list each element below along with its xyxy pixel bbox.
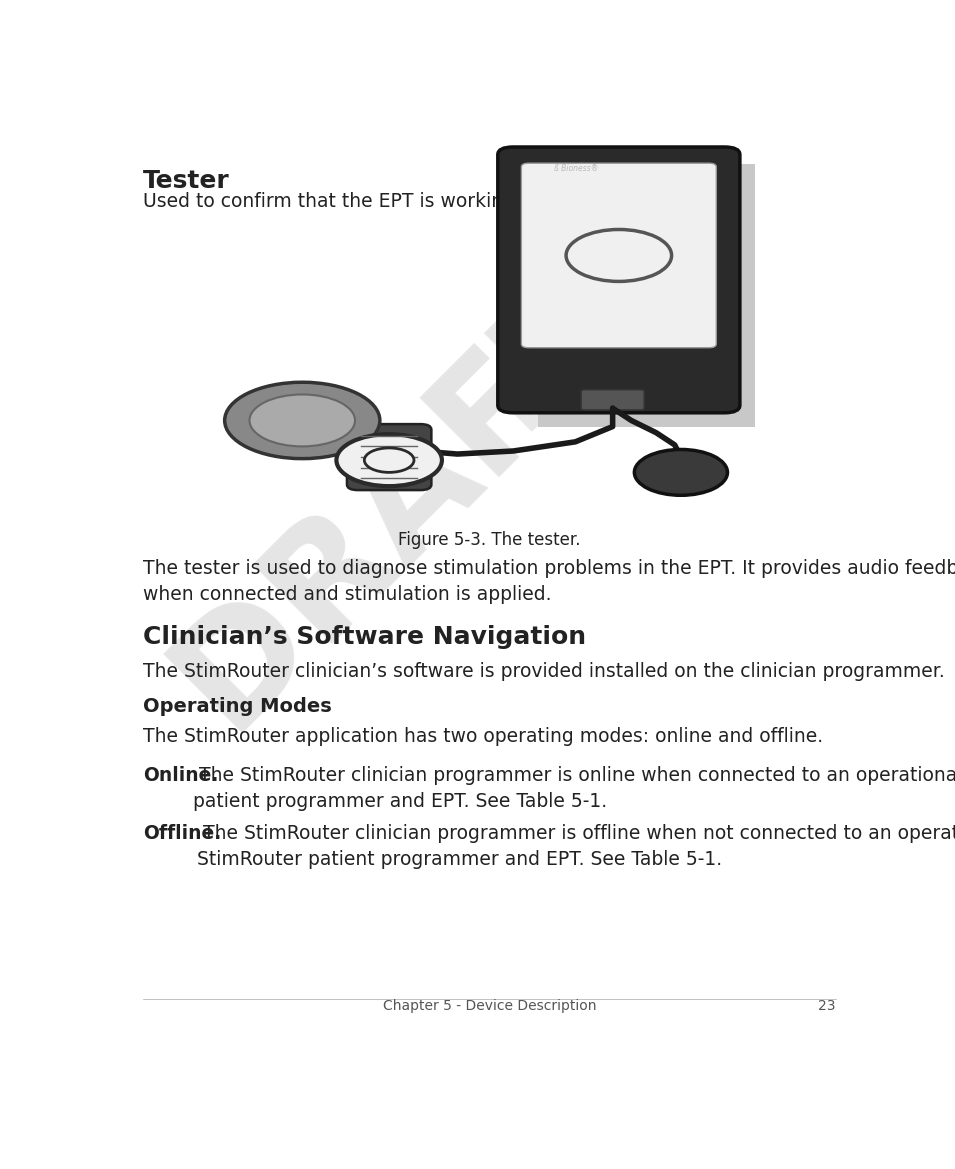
Text: Figure 5-3. The tester.: Figure 5-3. The tester. xyxy=(398,531,581,549)
Text: The StimRouter clinician’s software is provided installed on the clinician progr: The StimRouter clinician’s software is p… xyxy=(143,663,944,682)
Circle shape xyxy=(249,394,355,447)
Text: The tester is used to diagnose stimulation problems in the EPT. It provides audi: The tester is used to diagnose stimulati… xyxy=(143,559,955,603)
Circle shape xyxy=(224,382,380,458)
Text: ß Bioness®: ß Bioness® xyxy=(554,164,598,173)
Text: Chapter 5 - Device Description: Chapter 5 - Device Description xyxy=(383,999,596,1014)
Text: DRAFT: DRAFT xyxy=(486,202,727,443)
Text: The StimRouter application has two operating modes: online and offline.: The StimRouter application has two opera… xyxy=(143,727,823,746)
Polygon shape xyxy=(539,164,755,427)
FancyBboxPatch shape xyxy=(521,164,716,347)
Text: The StimRouter clinician programmer is online when connected to an operational S: The StimRouter clinician programmer is o… xyxy=(193,766,955,810)
Text: 23: 23 xyxy=(818,999,836,1014)
Text: Operating Modes: Operating Modes xyxy=(143,697,331,715)
Text: Clinician’s Software Navigation: Clinician’s Software Navigation xyxy=(143,624,586,649)
Circle shape xyxy=(566,229,671,282)
Circle shape xyxy=(634,449,728,496)
Text: Offline.: Offline. xyxy=(143,824,222,843)
Text: The StimRouter clinician programmer is offline when not connected to an operatio: The StimRouter clinician programmer is o… xyxy=(197,824,955,869)
FancyBboxPatch shape xyxy=(347,424,432,490)
Text: DRAFT: DRAFT xyxy=(146,245,655,755)
FancyBboxPatch shape xyxy=(498,147,740,413)
FancyBboxPatch shape xyxy=(581,389,645,410)
Text: Tester: Tester xyxy=(143,170,230,193)
Text: Used to confirm that the EPT is working properly. See Figure 5-3.: Used to confirm that the EPT is working … xyxy=(143,193,749,212)
Circle shape xyxy=(336,434,442,486)
Text: Online.: Online. xyxy=(143,766,219,784)
Circle shape xyxy=(365,448,414,472)
